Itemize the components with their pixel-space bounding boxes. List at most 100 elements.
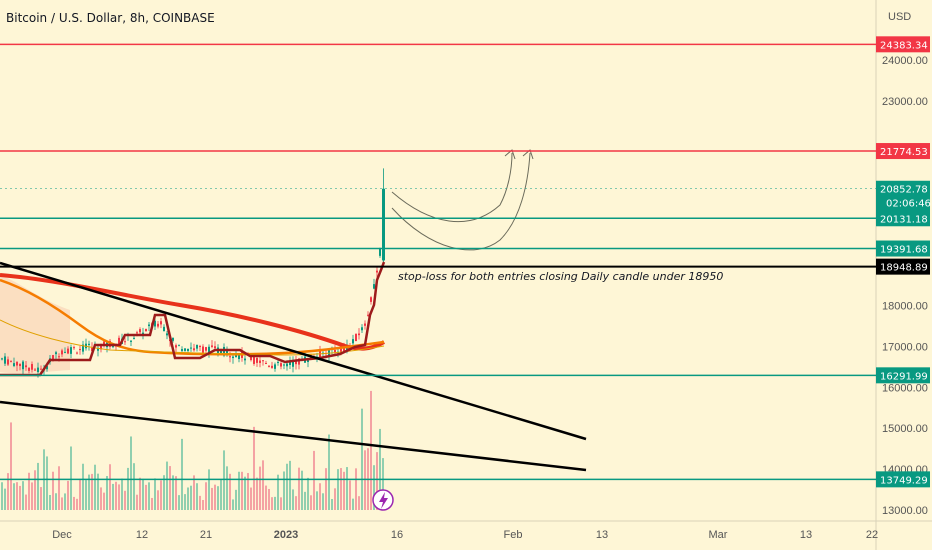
volume-bar — [319, 483, 321, 510]
projection-arc-long — [391, 152, 531, 251]
chart-title: Bitcoin / U.S. Dollar, 8h, COINBASE — [6, 11, 215, 25]
volume-bar — [94, 464, 96, 510]
x-tick-label: 12 — [136, 529, 148, 541]
volume-bar — [196, 483, 198, 510]
candle-body — [103, 341, 105, 346]
volume-bar — [199, 495, 201, 510]
volume-bar — [343, 471, 345, 510]
candle-body — [19, 364, 21, 366]
y-tick-label: 16000.00 — [882, 382, 928, 394]
candle-body — [340, 347, 342, 353]
candle-body — [283, 364, 285, 366]
candle-body — [265, 363, 267, 365]
volume-bar — [175, 476, 177, 510]
volume-bar — [334, 488, 336, 510]
candle-body — [280, 363, 282, 367]
volume-bar — [118, 484, 120, 510]
volume-bar — [250, 487, 252, 510]
volume-bar — [331, 499, 333, 510]
level-price-tag: 19391.68 — [876, 240, 930, 257]
volume-bar — [322, 493, 324, 510]
x-tick-label: 2023 — [274, 529, 298, 541]
candle-body — [202, 346, 204, 353]
candle-body — [379, 248, 381, 256]
volume-bar — [283, 471, 285, 510]
candle-body — [256, 357, 258, 363]
volume-bar — [292, 489, 294, 510]
last-price-tag: 20852.78 02:06:46 — [876, 180, 931, 211]
candle-body — [298, 358, 300, 365]
candle-body — [55, 352, 57, 355]
candle-body — [91, 347, 93, 352]
volume-bar — [223, 450, 225, 510]
candle-body — [250, 355, 252, 361]
candle-body — [208, 346, 210, 354]
volume-bar — [139, 477, 141, 510]
volume-bar — [61, 497, 63, 510]
volume-bar — [82, 463, 84, 510]
volume-bar — [340, 468, 342, 510]
volume-bar — [253, 426, 255, 510]
trendline-upper — [0, 261, 587, 441]
x-tick-label: 16 — [391, 529, 403, 541]
volume-bar — [265, 485, 267, 510]
candle-body — [145, 329, 147, 332]
volume-bar — [166, 461, 168, 510]
candle-body — [34, 369, 36, 371]
candle-body — [61, 350, 63, 355]
volume-bar — [25, 494, 27, 510]
volume-bar — [160, 480, 162, 510]
level-price-tag: 16291.99 — [876, 367, 930, 384]
candle-body — [118, 337, 120, 346]
y-tick-label: 18000.00 — [882, 300, 928, 312]
volume-bar — [130, 436, 132, 510]
volume-bar — [184, 494, 186, 510]
volume-bar — [64, 493, 66, 510]
level-price-tag: 13749.29 — [876, 471, 930, 488]
candle-body — [286, 363, 288, 367]
candle-body — [82, 344, 84, 352]
trendline-lower — [0, 400, 587, 472]
price-tags: 24383.34 21774.53 20131.18 19391.68 18948.89… — [876, 36, 931, 488]
candle-body — [22, 361, 24, 370]
stop-loss-note: stop-loss for both entries closing Daily… — [398, 270, 724, 283]
lightning-icon[interactable] — [372, 489, 394, 511]
y-tick-label: 23000.00 — [882, 96, 928, 108]
candle-body — [37, 367, 39, 373]
volume-bar — [19, 485, 21, 510]
moving-average-mid — [0, 278, 385, 356]
candle-body — [67, 348, 69, 354]
volume-bar — [58, 466, 60, 510]
candle-body — [238, 355, 240, 360]
volume-bar — [91, 473, 93, 510]
volume-bar — [310, 495, 312, 510]
ichimoku-cloud — [0, 275, 70, 374]
candle-body — [172, 337, 174, 341]
candle-body — [130, 340, 132, 342]
candle-body — [220, 350, 222, 355]
candle-body — [259, 360, 261, 363]
volume-bar — [115, 481, 117, 510]
volume-bar — [151, 497, 153, 510]
time-axis[interactable]: Dec 12 21 2023 16 Feb 13 Mar 13 22 — [52, 529, 878, 541]
volume-bar — [163, 475, 165, 510]
candle-body — [205, 347, 207, 351]
volume-bar — [307, 477, 309, 510]
volume-bar — [4, 488, 6, 510]
candle-body — [25, 365, 27, 368]
volume-bar — [361, 408, 363, 510]
volume-bar — [256, 477, 258, 510]
level-price-tag: 21774.53 — [876, 143, 930, 160]
candle-body — [175, 345, 177, 348]
volume-bar — [37, 462, 39, 510]
volume-bar — [178, 495, 180, 510]
moving-average-fast — [0, 319, 385, 356]
volume-bar — [7, 473, 9, 510]
volume-bar — [346, 467, 348, 510]
volume-bar — [13, 483, 15, 510]
level-price-label: 13749.29 — [880, 475, 928, 486]
candle-body — [211, 345, 213, 347]
candle-body — [1, 358, 3, 360]
